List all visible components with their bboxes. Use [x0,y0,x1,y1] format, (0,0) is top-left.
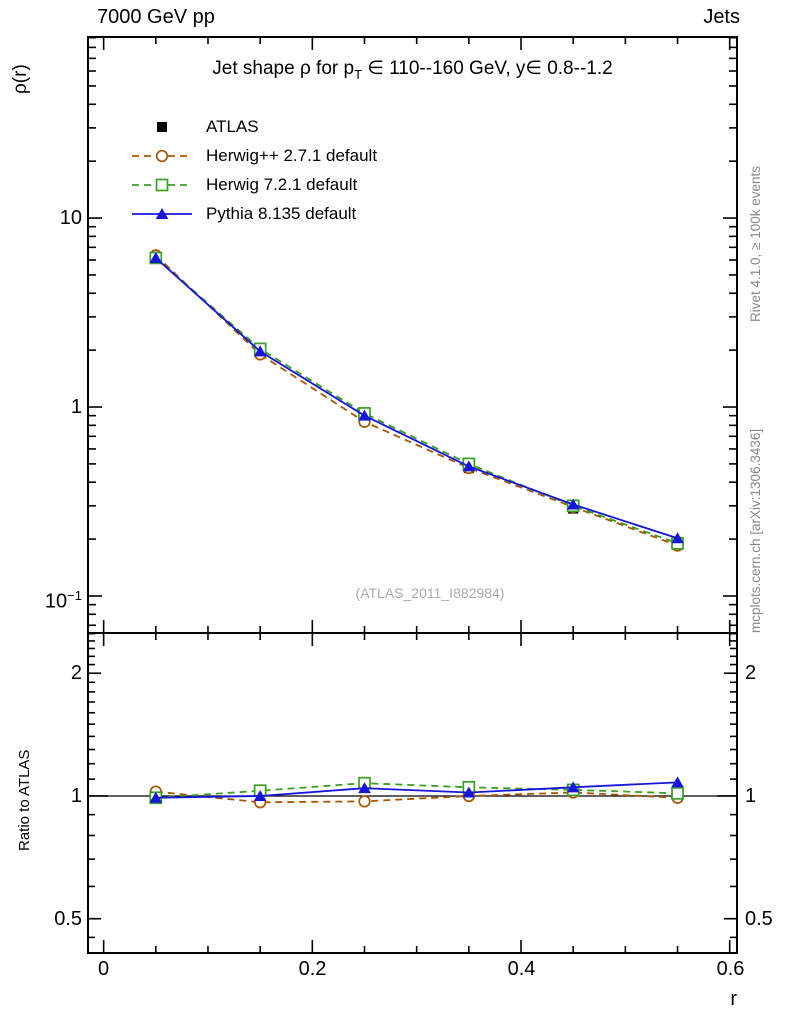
pythia-marker-icon [130,204,200,224]
plot-title-suffix: ∈ 110--160 GeV, y∈ 0.8--1.2 [362,58,613,79]
rivet-version-note: Rivet 4.1.0, ≥ 100k events [748,166,763,322]
mcplots-arxiv-note: mcplots.cern.ch [arXiv:1306.3436] [748,428,763,633]
plot-title: Jet shape ρ for pT ∈ 110--160 GeV, y∈ 0.… [88,57,737,82]
legend-item-pythia: Pythia 8.135 default [130,199,377,228]
y-tick-label: 0.5 [54,907,82,930]
y-axis-label: ρ(r) [10,64,31,94]
legend-label: Herwig++ 2.7.1 default [206,145,378,165]
legend-label: Herwig 7.2.1 default [206,174,358,194]
legend-item-herwig7: Herwig 7.2.1 default [130,170,377,199]
y-tick-label: 2 [745,662,757,685]
legend-item-atlas: ATLAS [130,112,377,141]
y-tick-label: 1 [745,784,757,807]
herwig7-marker-icon [130,175,200,195]
x-tick-label-0_4: 0.4 [507,958,536,980]
y-tick-label: 0.5 [745,907,773,930]
plot-title-prefix: Jet shape ρ for p [212,58,355,79]
y-tick-label: 1 [70,396,82,419]
herwigpp-marker-icon [130,146,200,166]
analysis-group-label: Jets [703,6,740,28]
y-tick-label: 1 [70,784,82,807]
legend-label: Pythia 8.135 default [206,203,357,223]
y-tick-label: 2 [70,662,82,685]
beam-energy-label: 7000 GeV pp [97,6,215,28]
plot-title-subscript: T [354,66,363,82]
x-tick-label-0_2: 0.2 [298,958,327,980]
legend-label: ATLAS [206,116,259,136]
legend: ATLAS Herwig++ 2.7.1 default Herwig 7.2.… [130,112,377,228]
x-axis-label: r [730,988,737,1010]
y-tick-label: 10 [59,207,82,230]
analysis-id-watermark: (ATLAS_2011_I882984) [355,585,505,601]
x-tick-label-0_6: 0.6 [716,958,745,980]
atlas-marker-icon [130,117,200,137]
y-tick-label: 10−1 [44,587,82,613]
legend-item-herwigpp: Herwig++ 2.7.1 default [130,141,377,170]
x-tick-label-0: 0 [97,958,110,980]
